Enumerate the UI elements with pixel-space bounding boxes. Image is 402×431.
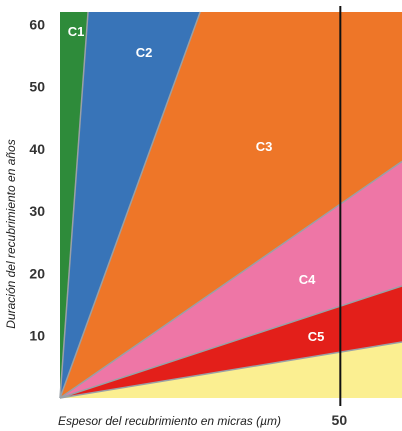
y-tick-label: 50 — [29, 79, 45, 95]
region-label-c2: C2 — [136, 45, 153, 60]
y-tick-label: 30 — [29, 203, 45, 219]
regions-layer — [60, 12, 402, 398]
y-axis-title: Duración del recubrimiento en años — [4, 139, 18, 328]
labels-layer: C1 C2 C3 C4 C5 — [68, 24, 325, 344]
y-tick-label: 20 — [29, 265, 45, 281]
region-label-c3: C3 — [256, 139, 273, 154]
x-axis-title: Espesor del recubrimiento en micras (µm) — [58, 414, 281, 428]
y-tick-label: 60 — [29, 16, 45, 32]
boundaries-layer — [59, 11, 402, 399]
y-tick-label: 40 — [29, 141, 45, 157]
ticks-layer: 10 20 30 40 50 60 50 — [29, 16, 347, 428]
region-label-c1: C1 — [68, 24, 85, 39]
region-label-c4: C4 — [299, 272, 316, 287]
boundary-line-4 — [59, 285, 402, 399]
boundary-line-5 — [59, 341, 402, 399]
y-tick-label: 10 — [29, 328, 45, 344]
region-label-c5: C5 — [308, 329, 325, 344]
region-c3 — [60, 12, 402, 398]
boundary-line-3 — [59, 160, 402, 399]
boundary-line-1 — [59, 11, 89, 399]
x-tick-label: 50 — [332, 412, 348, 428]
boundary-line-2 — [59, 11, 201, 399]
